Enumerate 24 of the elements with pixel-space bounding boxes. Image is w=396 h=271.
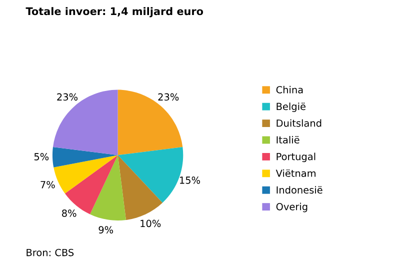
pie-slice <box>118 90 183 156</box>
data-label: 9% <box>98 226 114 234</box>
legend-label: Indonesië <box>276 186 322 194</box>
legend-label: België <box>276 102 306 112</box>
legend-label: Overig <box>276 202 308 212</box>
pie-slice <box>52 90 118 156</box>
pie-slice <box>118 155 163 220</box>
legend-label: Italië <box>276 136 300 144</box>
legend-label: Portugal <box>276 152 316 162</box>
data-label: 23% <box>57 93 78 101</box>
data-label: 23% <box>158 93 179 101</box>
legend-label: Viëtnam <box>276 169 316 177</box>
chart-title: Totale invoer: 1,4 miljard euro <box>26 7 204 18</box>
pie-slice <box>52 146 118 168</box>
data-label: 10% <box>140 220 161 228</box>
text: Bron: CBS <box>26 248 74 256</box>
data-label: 15% <box>180 176 200 184</box>
pie-slice <box>90 155 126 220</box>
data-label: 5% <box>34 153 49 160</box>
legend-label: Duitsland <box>276 119 322 127</box>
legend-label: China <box>276 86 303 94</box>
pie-slice <box>54 155 118 194</box>
data-label: 8% <box>62 210 76 217</box>
data-label: 7% <box>40 180 55 188</box>
